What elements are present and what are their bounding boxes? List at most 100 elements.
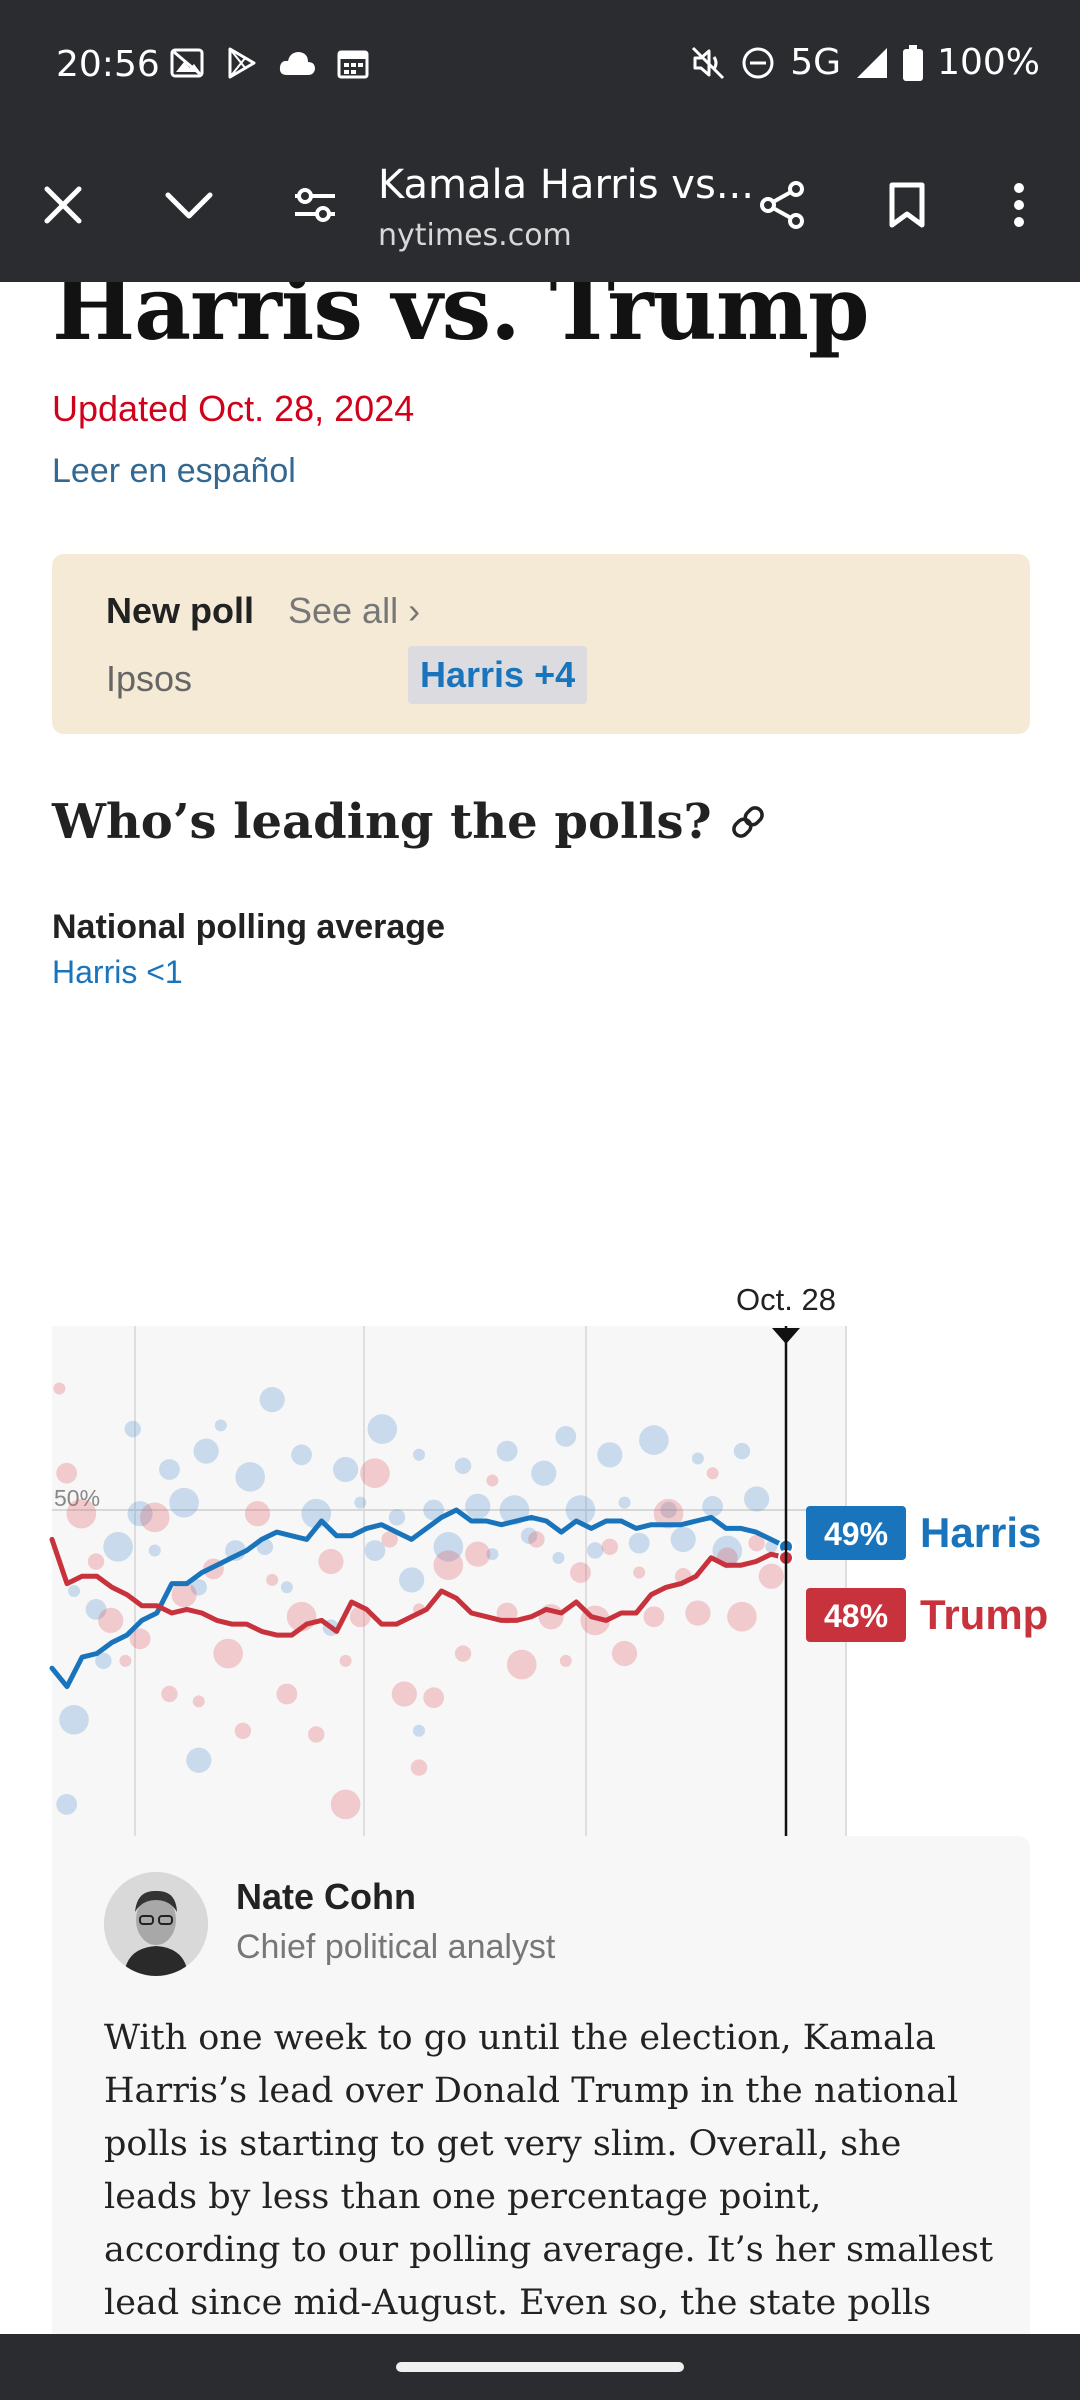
status-icons-right: 5G 100% xyxy=(690,42,1040,83)
series-name-label: Harris xyxy=(920,1509,1041,1556)
link-icon[interactable] xyxy=(728,802,768,842)
more-vert-icon xyxy=(1014,183,1024,227)
poll-dot-harris xyxy=(712,1535,743,1566)
chart-subtitle: Harris <1 xyxy=(52,954,183,990)
calendar-icon xyxy=(337,50,369,79)
chevron-down-icon xyxy=(165,192,213,219)
poll-dot-harris xyxy=(127,1501,153,1527)
image-icon xyxy=(170,48,204,78)
poll-dot-harris xyxy=(354,1496,367,1509)
poll-dot-harris xyxy=(552,1551,565,1564)
poll-dot-trump xyxy=(360,1458,390,1488)
poll-dot-trump xyxy=(559,1654,572,1667)
battery-icon xyxy=(903,44,924,81)
page-title[interactable]: Kamala Harris vs... xyxy=(378,162,754,208)
poll-dot-trump xyxy=(56,1462,78,1484)
chart-title: National polling average xyxy=(52,908,445,946)
series-name-label: Trump xyxy=(920,1591,1048,1638)
poll-dot-trump xyxy=(87,1553,105,1570)
poll-dot-trump xyxy=(119,1654,132,1667)
analyst-card: Nate Cohn Chief political analyst With o… xyxy=(52,1836,1030,2334)
series-end-badge-trump xyxy=(806,1588,906,1642)
poll-dot-trump xyxy=(192,1695,205,1708)
new-poll-box: New poll See all › Ipsos Harris +4 xyxy=(52,554,1030,734)
series-end-value: 49% xyxy=(824,1516,888,1552)
poll-dot-harris xyxy=(95,1652,112,1670)
poll-dot-harris xyxy=(423,1499,445,1521)
end-marker-triangle xyxy=(772,1328,800,1344)
poll-dot-harris xyxy=(628,1532,650,1554)
more-options-button[interactable] xyxy=(984,170,1054,240)
poll-dot-trump xyxy=(161,1685,178,1703)
poll-dot-harris xyxy=(691,1452,704,1465)
status-icons-left xyxy=(170,46,370,80)
status-time: 20:56 xyxy=(56,44,160,85)
poll-dot-trump xyxy=(423,1687,445,1709)
poll-dot-trump xyxy=(53,1382,66,1395)
poll-dot-harris xyxy=(399,1567,425,1593)
poll-dot-harris xyxy=(193,1438,219,1464)
poll-dot-harris xyxy=(660,1501,677,1519)
poll-dot-trump xyxy=(685,1600,711,1626)
poll-dot-trump xyxy=(570,1562,591,1583)
mute-icon xyxy=(692,46,725,79)
poll-dot-harris xyxy=(496,1440,518,1462)
poll-dot-trump xyxy=(643,1606,665,1628)
avatar xyxy=(104,1872,208,1976)
poll-dot-harris xyxy=(565,1495,596,1525)
poll-dot-harris xyxy=(103,1532,133,1562)
poll-dot-harris xyxy=(364,1540,386,1561)
poll-dot-trump xyxy=(653,1498,684,1529)
poll-dot-harris xyxy=(148,1544,161,1557)
poll-dot-trump xyxy=(465,1541,491,1567)
close-button[interactable] xyxy=(28,170,98,240)
poll-dot-trump xyxy=(66,1498,97,1529)
poll-dot-harris xyxy=(56,1794,78,1815)
poll-dot-harris xyxy=(169,1487,199,1518)
poll-dot-trump xyxy=(528,1531,545,1548)
poll-dot-trump xyxy=(98,1607,124,1633)
poll-dot-trump xyxy=(244,1501,271,1527)
battery-level: 100% xyxy=(937,42,1040,83)
poll-dot-trump xyxy=(129,1628,151,1650)
poll-dot-trump xyxy=(318,1548,344,1575)
page-domain[interactable]: nytimes.com xyxy=(378,218,572,253)
poll-dot-trump xyxy=(213,1638,243,1669)
series-line-trump xyxy=(49,1536,789,1638)
poll-dot-trump xyxy=(171,1582,197,1608)
minimize-button[interactable] xyxy=(154,170,224,240)
poll-dot-trump xyxy=(339,1654,352,1667)
poll-dot-trump xyxy=(454,1645,472,1662)
headline: Harris vs. Trump xyxy=(52,282,870,360)
browser-toolbar: Kamala Harris vs... nytimes.com xyxy=(0,132,1080,282)
poll-dot-harris xyxy=(586,1542,604,1559)
poll-dot-harris xyxy=(190,1579,207,1596)
network-type: 5G xyxy=(790,42,842,83)
poll-dot-harris xyxy=(486,1548,499,1561)
poll-dot-harris xyxy=(68,1584,81,1597)
analyst-role: Chief political analyst xyxy=(236,1928,556,1966)
poll-dot-harris xyxy=(124,1420,141,1438)
poll-dot-harris xyxy=(186,1747,212,1773)
y-tick-label: 50% xyxy=(54,1485,100,1511)
poll-dot-trump xyxy=(758,1563,784,1589)
home-gesture-pill[interactable] xyxy=(396,2362,684,2372)
share-button[interactable] xyxy=(748,170,818,240)
spanish-link[interactable]: Leer en español xyxy=(52,452,296,490)
poll-dot-harris xyxy=(597,1442,623,1468)
poll-dot-harris xyxy=(618,1496,631,1509)
updated-date: Updated Oct. 28, 2024 xyxy=(52,388,415,429)
play-store-icon xyxy=(228,47,256,79)
poll-dot-harris xyxy=(454,1457,472,1475)
site-settings-button[interactable] xyxy=(280,170,350,240)
bookmark-button[interactable] xyxy=(872,170,942,240)
poll-dot-harris xyxy=(413,1448,425,1461)
see-all-link[interactable]: See all › xyxy=(288,590,421,631)
section-heading: Who’s leading the polls? xyxy=(52,794,712,850)
dnd-icon xyxy=(742,47,774,78)
poll-dot-harris xyxy=(531,1460,557,1486)
poll-dot-harris xyxy=(280,1581,293,1594)
poll-dot-harris xyxy=(670,1526,696,1553)
end-marker-label: Oct. 28 xyxy=(736,1282,836,1317)
cloud-icon xyxy=(279,52,315,75)
